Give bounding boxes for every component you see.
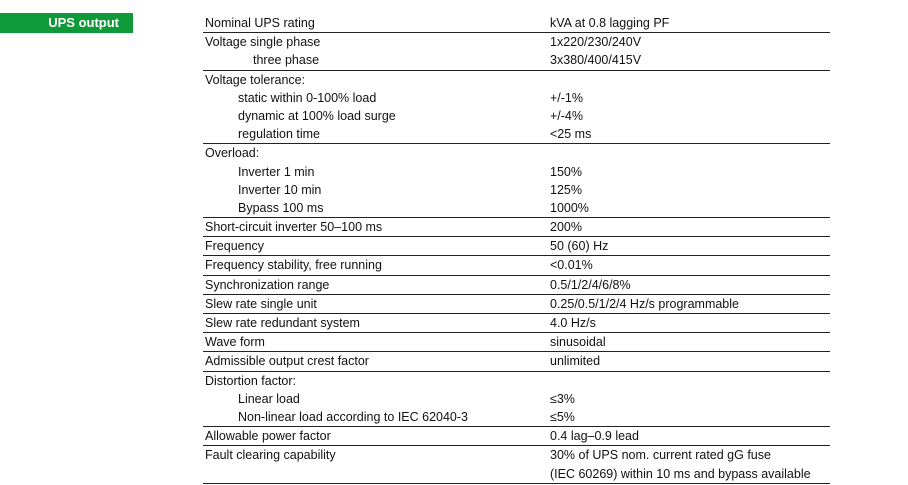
spec-parameter: Distortion factor: bbox=[205, 373, 297, 388]
spec-row: Nominal UPS rating kVA at 0.8 lagging PF bbox=[203, 14, 830, 32]
spec-row: (IEC 60269) within 10 ms and bypass avai… bbox=[203, 465, 830, 483]
spec-value: 0.4 lag–0.9 lead bbox=[550, 429, 639, 444]
spec-value: sinusoidal bbox=[550, 335, 606, 350]
spec-value: 30% of UPS nom. current rated gG fuse bbox=[550, 448, 771, 463]
spec-parameter: Nominal UPS rating bbox=[205, 16, 315, 30]
spec-row: Admissible output crest factor unlimited bbox=[203, 352, 830, 370]
spec-value: 1000% bbox=[550, 200, 589, 215]
spec-value: unlimited bbox=[550, 354, 601, 369]
spec-row: Slew rate redundant system 4.0 Hz/s bbox=[203, 314, 830, 332]
spec-row: Short-circuit inverter 50–100 ms 200% bbox=[203, 218, 830, 236]
spec-value bbox=[550, 144, 830, 162]
spec-row: Frequency 50 (60) Hz bbox=[203, 237, 830, 255]
spec-parameter: Frequency stability, free running bbox=[205, 258, 382, 273]
spec-value: <25 ms bbox=[550, 127, 592, 142]
spec-table: Nominal UPS rating kVA at 0.8 lagging PF V… bbox=[203, 14, 830, 484]
spec-group: Frequency stability, free running <0.01% bbox=[203, 256, 830, 276]
section-tag: UPS output bbox=[0, 13, 133, 33]
spec-row: Voltage single phase 1x220/230/240V bbox=[203, 33, 830, 51]
spec-row: Linear load ≤3% bbox=[203, 390, 830, 408]
spec-group: Overload: Inverter 1 min 150% Inverter 10 m… bbox=[203, 144, 830, 219]
spec-group: Synchronization range 0.5/1/2/4/6/8% bbox=[203, 276, 830, 295]
spec-value: kVA at 0.8 lagging PF bbox=[550, 16, 670, 30]
spec-row: Allowable power factor 0.4 lag–0.9 lead bbox=[203, 427, 830, 445]
spec-value: 0.25/0.5/1/2/4 Hz/s programmable bbox=[550, 296, 739, 311]
spec-value bbox=[550, 71, 830, 89]
spec-parameter: Bypass 100 ms bbox=[238, 200, 324, 215]
spec-row: static within 0-100% load +/-1% bbox=[203, 89, 830, 107]
spec-row: three phase 3x380/400/415V bbox=[203, 51, 830, 69]
spec-group: Voltage tolerance: static within 0-100% l… bbox=[203, 71, 830, 145]
spec-group: Voltage single phase 1x220/230/240V three … bbox=[203, 33, 830, 71]
spec-group: Fault clearing capability 30% of UPS nom.… bbox=[203, 446, 830, 484]
spec-row: Voltage tolerance: bbox=[203, 71, 830, 89]
spec-parameter: Fault clearing capability bbox=[205, 448, 336, 463]
spec-group: Allowable power factor 0.4 lag–0.9 lead bbox=[203, 427, 830, 447]
spec-value: +/-4% bbox=[550, 108, 584, 123]
spec-parameter: dynamic at 100% load surge bbox=[238, 108, 396, 123]
spec-group: Nominal UPS rating kVA at 0.8 lagging PF bbox=[203, 14, 830, 34]
spec-parameter: Slew rate single unit bbox=[205, 296, 317, 311]
spec-parameter: Linear load bbox=[238, 391, 300, 406]
spec-value: (IEC 60269) within 10 ms and bypass avai… bbox=[550, 466, 811, 481]
spec-parameter: Short-circuit inverter 50–100 ms bbox=[205, 220, 383, 235]
spec-row: regulation time <25 ms bbox=[203, 125, 830, 143]
spec-row: Synchronization range 0.5/1/2/4/6/8% bbox=[203, 276, 830, 294]
spec-group: Slew rate redundant system 4.0 Hz/s bbox=[203, 314, 830, 334]
spec-group: Slew rate single unit 0.25/0.5/1/2/4 Hz/s… bbox=[203, 295, 830, 314]
spec-row: Bypass 100 ms 1000% bbox=[203, 199, 830, 217]
spec-group: Short-circuit inverter 50–100 ms 200% bbox=[203, 218, 830, 238]
spec-parameter: Inverter 10 min bbox=[238, 182, 322, 197]
spec-parameter: regulation time bbox=[238, 127, 320, 142]
spec-parameter: Voltage tolerance: bbox=[205, 72, 306, 87]
spec-value: 200% bbox=[550, 220, 582, 235]
spec-row: dynamic at 100% load surge +/-4% bbox=[203, 107, 830, 125]
spec-value: 4.0 Hz/s bbox=[550, 316, 596, 330]
spec-parameter: Non-linear load according to IEC 62040-3 bbox=[238, 409, 468, 424]
spec-value: 125% bbox=[550, 182, 582, 197]
spec-parameter: Inverter 1 min bbox=[238, 164, 315, 179]
spec-value: 1x220/230/240V bbox=[550, 35, 642, 50]
spec-value: +/-1% bbox=[550, 90, 584, 105]
spec-value: 0.5/1/2/4/6/8% bbox=[550, 277, 631, 292]
spec-group: Admissible output crest factor unlimited bbox=[203, 352, 830, 372]
spec-row: Distortion factor: bbox=[203, 372, 830, 390]
spec-row: Fault clearing capability 30% of UPS nom.… bbox=[203, 446, 830, 464]
spec-parameter bbox=[203, 465, 550, 483]
spec-row: Non-linear load according to IEC 62040-3… bbox=[203, 408, 830, 426]
spec-row: Slew rate single unit 0.25/0.5/1/2/4 Hz/s… bbox=[203, 295, 830, 313]
spec-value: <0.01% bbox=[550, 258, 593, 273]
spec-value: 150% bbox=[550, 164, 582, 179]
spec-value: 3x380/400/415V bbox=[550, 53, 642, 68]
spec-value: ≤5% bbox=[550, 409, 575, 424]
spec-value: ≤3% bbox=[550, 391, 575, 406]
spec-row: Inverter 1 min 150% bbox=[203, 163, 830, 181]
spec-row: Frequency stability, free running <0.01% bbox=[203, 256, 830, 274]
spec-parameter: Slew rate redundant system bbox=[205, 316, 360, 330]
spec-parameter: three phase bbox=[253, 53, 320, 68]
spec-row: Overload: bbox=[203, 144, 830, 162]
spec-value: 50 (60) Hz bbox=[550, 239, 609, 254]
spec-parameter: Allowable power factor bbox=[205, 429, 331, 444]
spec-group: Wave form sinusoidal bbox=[203, 333, 830, 353]
spec-row: Wave form sinusoidal bbox=[203, 333, 830, 351]
spec-parameter: static within 0-100% load bbox=[238, 90, 377, 105]
spec-parameter: Synchronization range bbox=[205, 277, 330, 292]
spec-row: Inverter 10 min 125% bbox=[203, 181, 830, 199]
spec-parameter: Voltage single phase bbox=[205, 35, 321, 50]
spec-parameter: Overload: bbox=[205, 146, 260, 161]
spec-value bbox=[550, 372, 830, 390]
spec-group: Frequency 50 (60) Hz bbox=[203, 237, 830, 257]
spec-parameter: Wave form bbox=[205, 335, 265, 350]
spec-group: Distortion factor: Linear load ≤3% Non-line… bbox=[203, 372, 830, 428]
spec-parameter: Frequency bbox=[205, 239, 265, 254]
spec-parameter: Admissible output crest factor bbox=[205, 354, 369, 369]
